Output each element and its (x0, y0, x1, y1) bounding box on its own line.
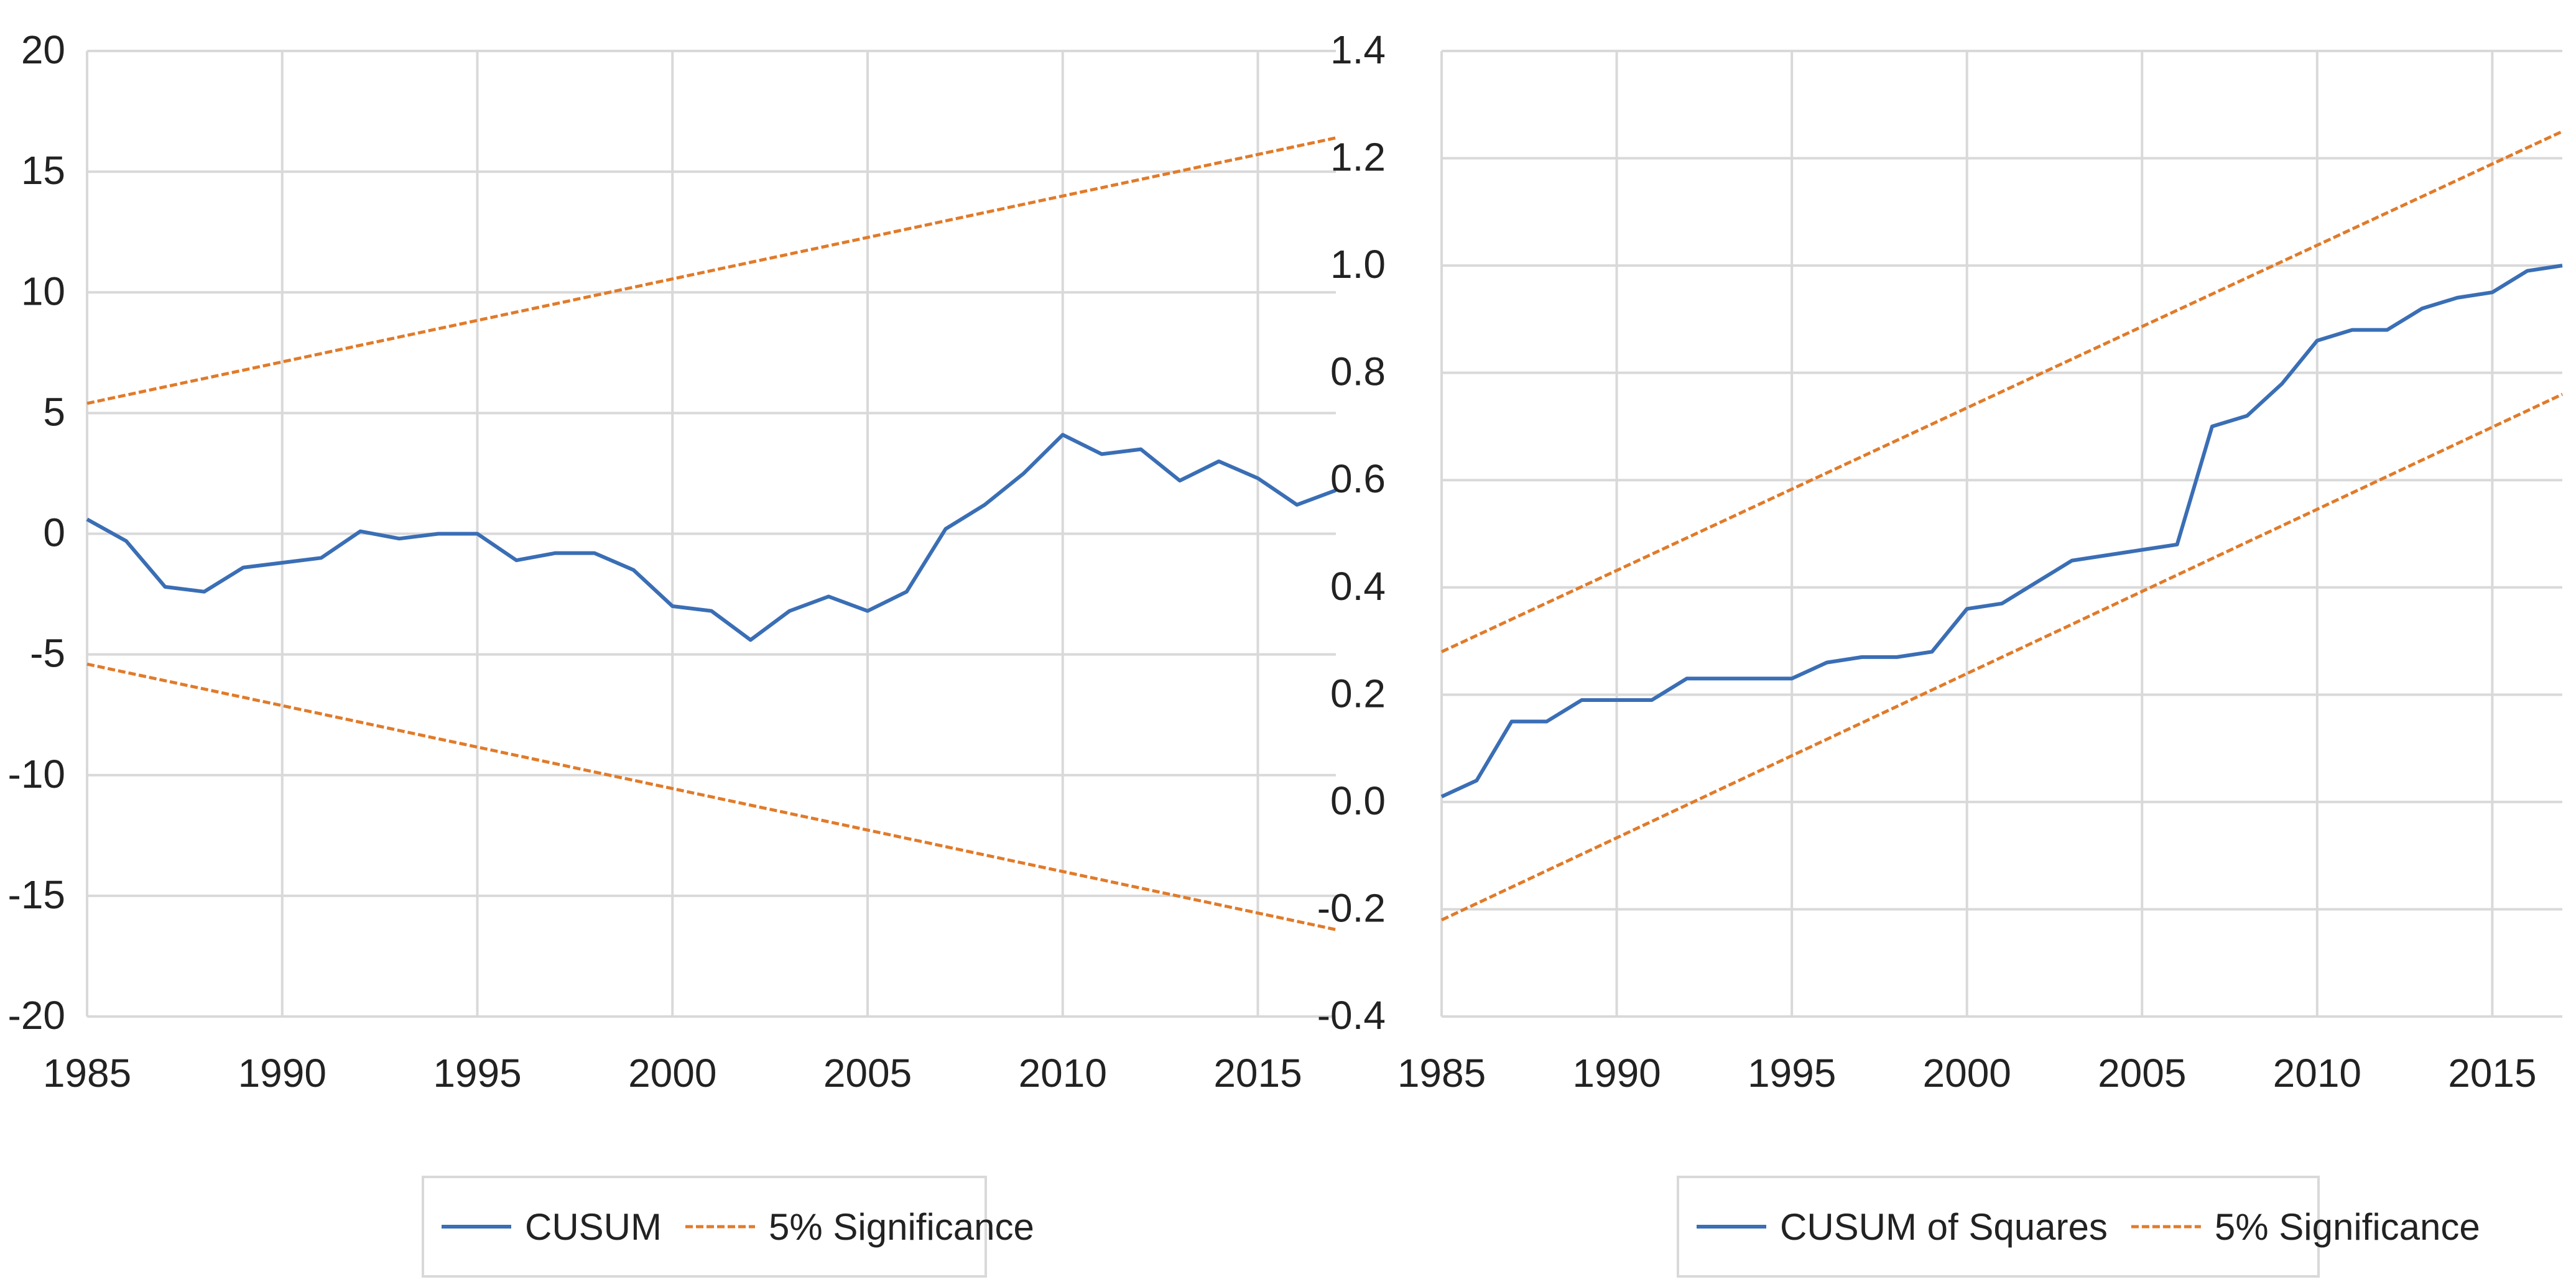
lower-5pct-significance-line (86, 662, 1337, 931)
legend-frame (422, 1176, 987, 1278)
y-tick-label: 1.0 (1330, 242, 1386, 287)
y-tick-label: -5 (30, 631, 65, 676)
legend-label: 5% Significance (2215, 1206, 2480, 1248)
y-tick-label: -20 (8, 993, 66, 1038)
y-tick-label: 0.6 (1330, 456, 1386, 501)
legend-frame (1677, 1176, 2320, 1278)
y-tick-label: -10 (8, 752, 66, 796)
y-tick-label: 0.0 (1330, 778, 1386, 823)
y-tick-label: 15 (21, 148, 65, 193)
y-tick-label: 1.2 (1330, 135, 1386, 180)
x-tick-label: 2005 (2098, 1051, 2186, 1095)
x-tick-label: 1985 (1397, 1051, 1486, 1095)
y-tick-label: 20 (21, 27, 65, 72)
y-tick-label: -15 (8, 872, 66, 917)
x-tick-label: 1985 (43, 1051, 131, 1095)
x-tick-label: 1990 (238, 1051, 327, 1095)
x-tick-label: 2000 (1923, 1051, 2011, 1095)
upper-5pct-significance-line (1440, 130, 2564, 653)
lower-5pct-significance-line (1440, 392, 2564, 921)
chart-legend: CUSUM of Squares 5% Significance (1677, 1176, 2480, 1278)
y-tick-label: 0.4 (1330, 564, 1386, 609)
x-tick-label: 1995 (433, 1051, 521, 1095)
x-tick-label: 2010 (1019, 1051, 1107, 1095)
upper-5pct-significance-line (86, 136, 1337, 405)
y-tick-label: -0.2 (1317, 885, 1386, 930)
y-tick-label: -0.4 (1317, 993, 1386, 1038)
y-tick-label: 0.2 (1330, 671, 1386, 716)
chart-legend: CUSUM 5% Significance (422, 1176, 1034, 1278)
legend-label: CUSUM (525, 1206, 662, 1248)
legend-label: CUSUM of Squares (1780, 1206, 2108, 1248)
cusum-line (86, 433, 1337, 642)
y-tick-label: 0 (43, 510, 65, 555)
y-tick-label: 1.4 (1330, 27, 1386, 72)
x-tick-label: 1995 (1748, 1051, 1836, 1095)
y-tick-label: 10 (21, 269, 65, 313)
x-tick-label: 1990 (1572, 1051, 1661, 1095)
x-tick-label: 2005 (823, 1051, 912, 1095)
x-tick-label: 2015 (2448, 1051, 2536, 1095)
legend-label: 5% Significance (769, 1206, 1034, 1248)
x-tick-label: 2000 (628, 1051, 716, 1095)
y-tick-label: 0.8 (1330, 349, 1386, 394)
x-tick-label: 2015 (1213, 1051, 1302, 1095)
cusum-of-squares-line (1440, 264, 2563, 799)
x-tick-label: 2010 (2273, 1051, 2361, 1095)
y-tick-label: 5 (43, 389, 65, 434)
